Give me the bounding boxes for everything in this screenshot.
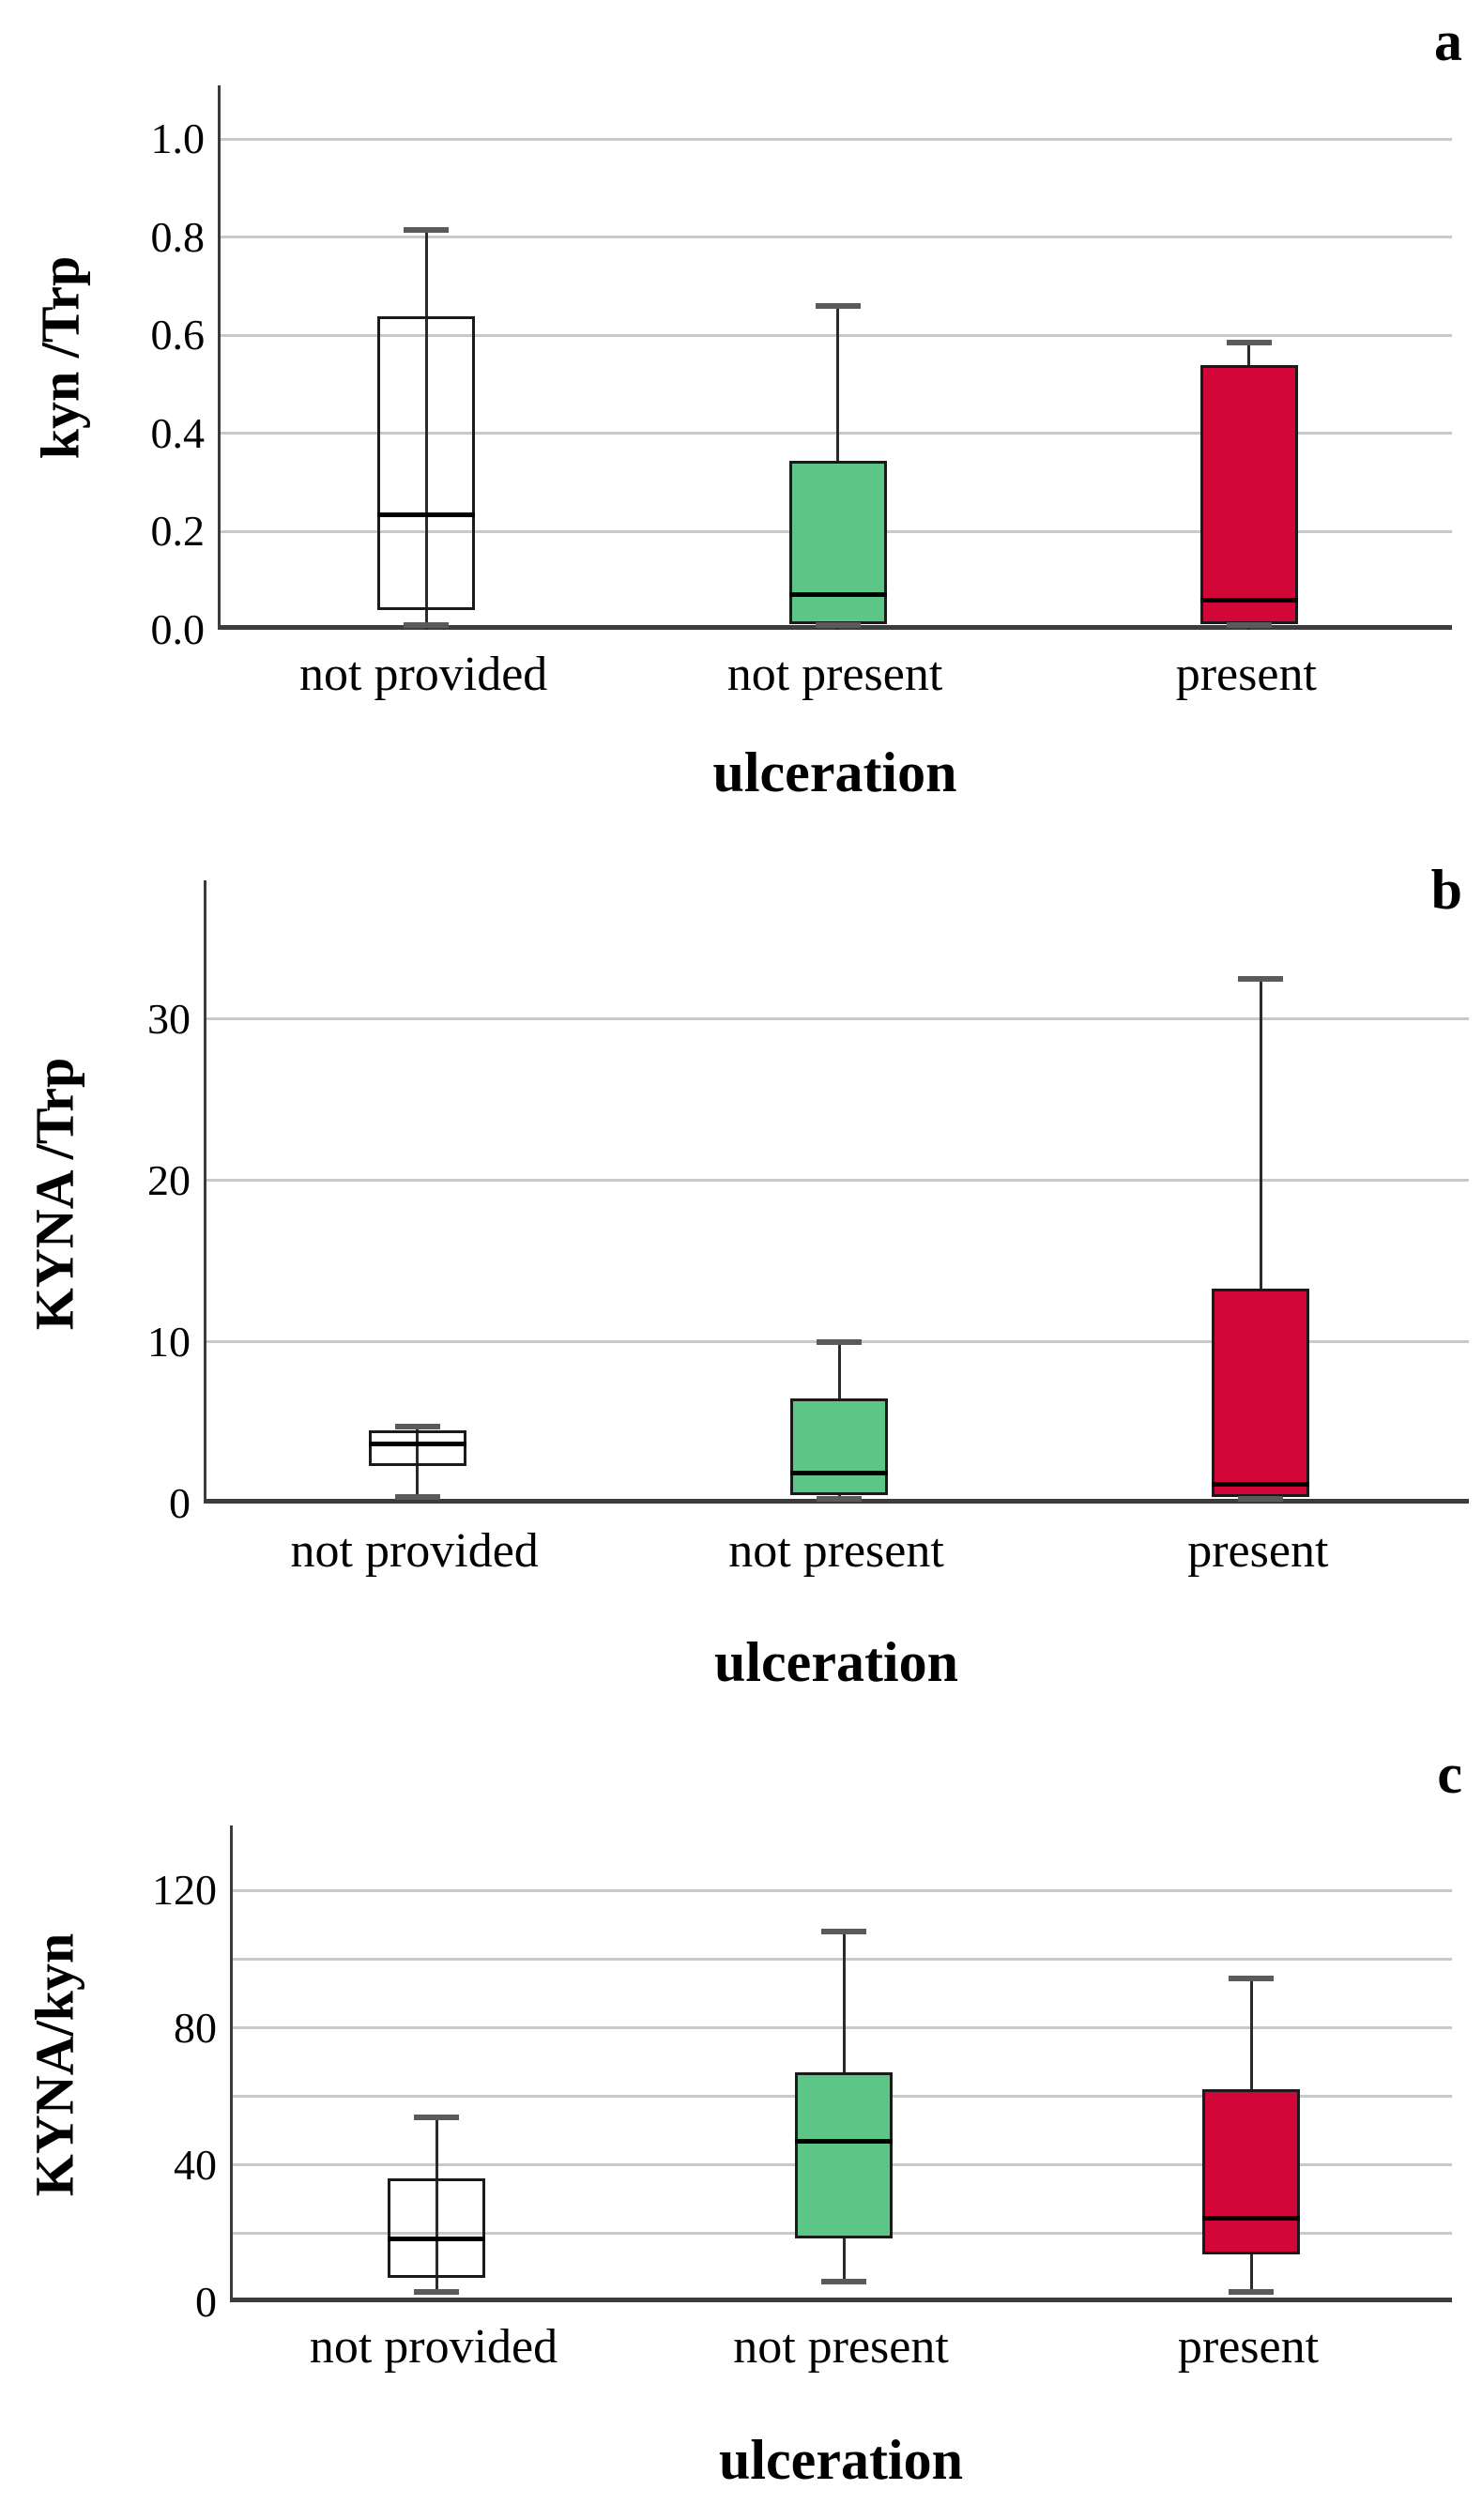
y-tick-label: 0.8 xyxy=(150,212,206,261)
whisker-cap xyxy=(414,2114,459,2120)
y-tick-label: 0.2 xyxy=(150,507,206,556)
median-line xyxy=(1199,598,1298,603)
whisker-line xyxy=(435,2116,438,2293)
whisker-line xyxy=(424,230,428,630)
y-tick-label: 80 xyxy=(174,2003,217,2052)
whisker-cap xyxy=(817,1496,862,1502)
x-axis-title-a: ulceration xyxy=(712,741,957,803)
whisker-cap xyxy=(394,1424,440,1430)
whisker-cap xyxy=(1226,622,1272,628)
median-line xyxy=(388,2236,485,2241)
y-tick-label: 40 xyxy=(174,2140,217,2189)
median-line xyxy=(1212,1481,1310,1487)
x-category-label: not present xyxy=(728,1524,944,1578)
plot-area-b xyxy=(204,880,1469,1504)
box-not-provided xyxy=(368,1429,466,1467)
x-category-label: not present xyxy=(726,648,943,701)
whisker-cap xyxy=(404,227,450,234)
box-present xyxy=(1199,364,1298,624)
gridline xyxy=(221,236,1452,239)
x-category-label: present xyxy=(1187,1524,1329,1578)
box-present xyxy=(1212,1289,1310,1498)
x-category-label: not present xyxy=(733,2320,949,2374)
x-category-label: not provided xyxy=(299,648,548,701)
panel-letter-a: a xyxy=(1434,10,1462,72)
y-tick-label: 0.6 xyxy=(150,311,206,359)
whisker-cap xyxy=(817,1338,862,1345)
box-present xyxy=(1202,2089,1300,2254)
gridline xyxy=(233,1888,1452,1892)
plot-area-c xyxy=(230,1825,1452,2302)
y-tick-label: 120 xyxy=(152,1866,217,1915)
whisker-cap xyxy=(815,622,861,628)
whisker-cap xyxy=(821,1929,866,1935)
median-line xyxy=(377,512,476,517)
box-not-present xyxy=(790,1398,888,1496)
plot-area-a xyxy=(218,85,1452,630)
y-tick-label: 20 xyxy=(147,1155,191,1204)
whisker-cap xyxy=(1238,1496,1284,1502)
whisker-cap xyxy=(1229,1975,1274,1981)
panel-letter-c: c xyxy=(1437,1743,1462,1805)
whisker-cap xyxy=(821,2279,866,2285)
x-category-label: present xyxy=(1175,648,1317,701)
y-tick-label: 30 xyxy=(147,994,191,1043)
gridline xyxy=(221,137,1452,141)
whisker-cap xyxy=(815,303,861,310)
x-category-label: not provided xyxy=(290,1524,539,1578)
panel-letter-b: b xyxy=(1430,859,1462,921)
median-line xyxy=(368,1441,466,1446)
y-tick-label: 0.4 xyxy=(150,408,206,457)
whisker-cap xyxy=(394,1494,440,1501)
x-category-label: not provided xyxy=(309,2320,558,2374)
box-not-present xyxy=(788,460,887,624)
gridline xyxy=(206,1017,1469,1021)
x-axis-title-c: ulceration xyxy=(719,2429,963,2491)
median-line xyxy=(790,1470,888,1475)
x-category-label: present xyxy=(1177,2320,1320,2374)
y-tick-label: 0 xyxy=(195,2278,217,2326)
median-line xyxy=(1202,2215,1300,2221)
whisker-cap xyxy=(1229,2289,1274,2296)
whisker-cap xyxy=(1238,975,1284,982)
box-not-provided xyxy=(377,315,476,611)
x-axis-title-b: ulceration xyxy=(714,1631,958,1693)
y-tick-label: 1.0 xyxy=(150,115,206,163)
y-tick-label: 0 xyxy=(169,1479,191,1527)
gridline xyxy=(206,1179,1469,1183)
whisker-cap xyxy=(414,2289,459,2296)
y-tick-label: 10 xyxy=(147,1317,191,1366)
y-tick-label: 0.0 xyxy=(150,605,206,653)
median-line xyxy=(788,591,887,597)
whisker-line xyxy=(416,1427,420,1498)
whisker-line xyxy=(1259,978,1262,1503)
box-not-provided xyxy=(388,2178,485,2279)
whisker-cap xyxy=(1226,340,1272,346)
whisker-cap xyxy=(404,622,450,628)
box-not-present xyxy=(795,2072,893,2239)
median-line xyxy=(795,2138,893,2144)
